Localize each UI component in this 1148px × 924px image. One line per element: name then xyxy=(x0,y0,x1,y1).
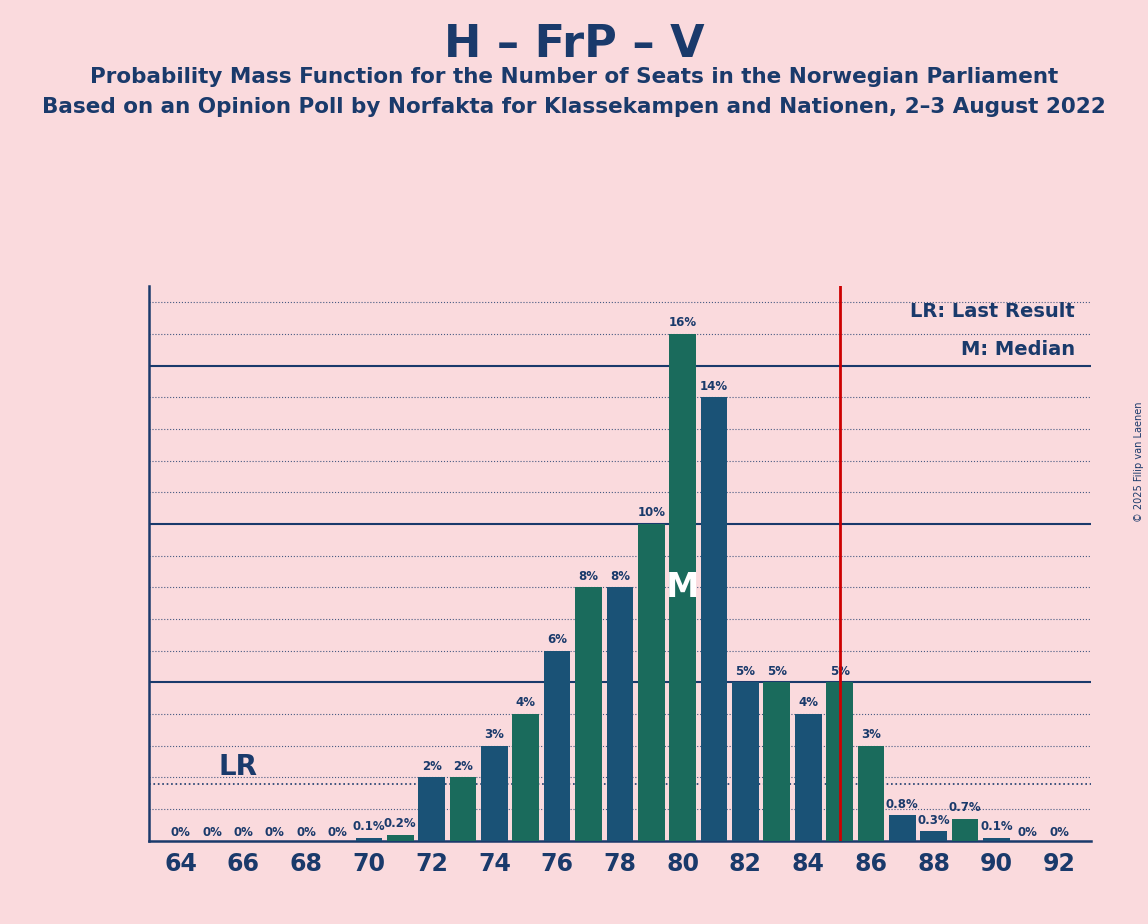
Text: M: M xyxy=(666,571,699,604)
Bar xyxy=(763,683,790,841)
Text: 0%: 0% xyxy=(327,826,348,839)
Text: 5%: 5% xyxy=(736,664,755,677)
Text: 0%: 0% xyxy=(202,826,222,839)
Text: 0.8%: 0.8% xyxy=(886,797,918,810)
Text: 14%: 14% xyxy=(700,380,728,393)
Bar xyxy=(669,334,696,841)
Text: 0%: 0% xyxy=(265,826,285,839)
Bar xyxy=(732,683,759,841)
Bar xyxy=(700,397,728,841)
Text: 0%: 0% xyxy=(171,826,191,839)
Text: LR: Last Result: LR: Last Result xyxy=(910,302,1075,322)
Text: 10%: 10% xyxy=(637,506,666,519)
Bar xyxy=(512,714,540,841)
Text: Probability Mass Function for the Number of Seats in the Norwegian Parliament: Probability Mass Function for the Number… xyxy=(90,67,1058,88)
Text: 8%: 8% xyxy=(579,570,598,583)
Text: LR: LR xyxy=(218,753,257,782)
Text: 0.2%: 0.2% xyxy=(383,817,417,830)
Text: 5%: 5% xyxy=(830,664,850,677)
Bar xyxy=(794,714,822,841)
Bar xyxy=(387,834,413,841)
Text: 5%: 5% xyxy=(767,664,786,677)
Text: 0.3%: 0.3% xyxy=(917,814,951,827)
Text: 0.7%: 0.7% xyxy=(948,801,982,814)
Text: M: Median: M: Median xyxy=(961,340,1075,359)
Text: 2%: 2% xyxy=(453,760,473,772)
Text: Based on an Opinion Poll by Norfakta for Klassekampen and Nationen, 2–3 August 2: Based on an Opinion Poll by Norfakta for… xyxy=(42,97,1106,117)
Text: 16%: 16% xyxy=(668,316,697,329)
Bar xyxy=(575,588,602,841)
Bar xyxy=(858,746,884,841)
Text: 4%: 4% xyxy=(515,697,536,710)
Text: 8%: 8% xyxy=(610,570,630,583)
Bar xyxy=(544,650,571,841)
Bar xyxy=(952,819,978,841)
Text: 4%: 4% xyxy=(798,697,819,710)
Text: 0.1%: 0.1% xyxy=(352,820,386,833)
Text: 6%: 6% xyxy=(548,633,567,646)
Bar xyxy=(356,838,382,841)
Bar xyxy=(889,816,916,841)
Text: 0%: 0% xyxy=(1018,826,1038,839)
Text: 3%: 3% xyxy=(484,728,504,741)
Bar xyxy=(606,588,634,841)
Bar xyxy=(450,777,476,841)
Bar xyxy=(921,832,947,841)
Text: 0%: 0% xyxy=(233,826,254,839)
Text: 2%: 2% xyxy=(421,760,442,772)
Bar xyxy=(418,777,445,841)
Text: 3%: 3% xyxy=(861,728,881,741)
Text: © 2025 Filip van Laenen: © 2025 Filip van Laenen xyxy=(1134,402,1143,522)
Text: H – FrP – V: H – FrP – V xyxy=(443,23,705,67)
Bar xyxy=(983,838,1010,841)
Bar xyxy=(827,683,853,841)
Bar xyxy=(481,746,507,841)
Bar xyxy=(638,524,665,841)
Text: 0%: 0% xyxy=(296,826,316,839)
Text: 0%: 0% xyxy=(1049,826,1069,839)
Text: 0.1%: 0.1% xyxy=(980,820,1013,833)
